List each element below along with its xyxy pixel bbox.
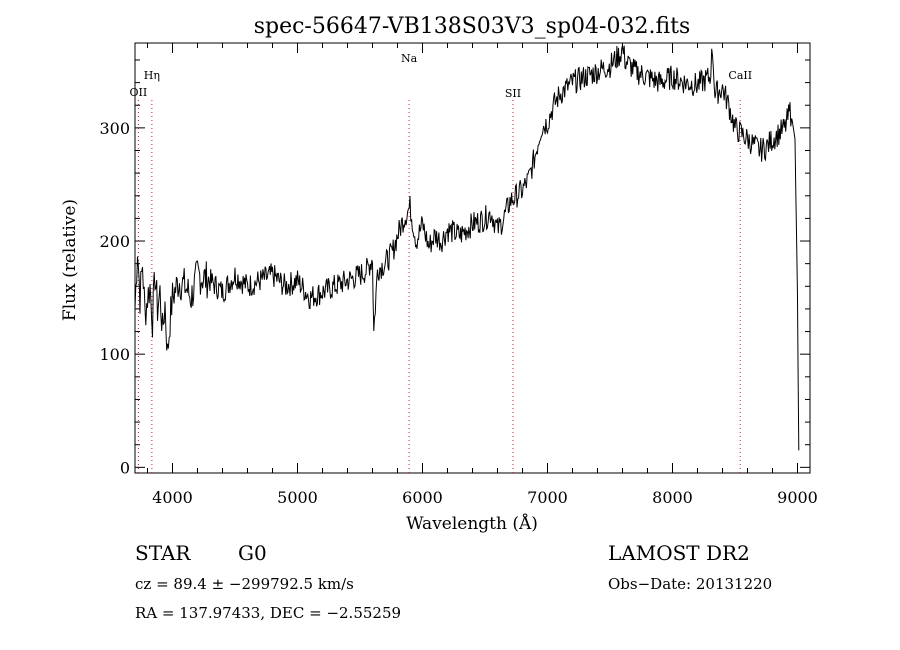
feature-label: CaII <box>728 69 752 82</box>
feature-label: Hη <box>144 69 160 82</box>
chart-title: spec-56647-VB138S03V3_sp04-032.fits <box>254 14 691 39</box>
x-tick-label: 6000 <box>402 488 443 507</box>
obs-date: Obs−Date: 20131220 <box>608 575 773 593</box>
x-tick-label: 5000 <box>277 488 318 507</box>
y-axis-label: Flux (relative) <box>60 199 80 321</box>
object-type: STAR <box>135 541 191 565</box>
y-tick-label: 300 <box>99 119 130 138</box>
y-tick-label: 0 <box>120 458 130 477</box>
y-tick-label: 200 <box>99 232 130 251</box>
feature-label: OII <box>130 86 148 99</box>
x-tick-label: 8000 <box>652 488 693 507</box>
plot-frame <box>134 42 811 474</box>
spectral-subclass: G0 <box>238 541 267 565</box>
x-axis-label: Wavelength (Å) <box>406 513 538 534</box>
plot-area: 4000 5000 6000 7000 8000 9000 0 100 200 300 OII Hη N… <box>99 42 818 507</box>
y-tick-label: 100 <box>99 345 130 364</box>
feature-label: SII <box>505 87 521 100</box>
spectrum-line <box>134 44 800 451</box>
redshift-readout: cz = 89.4 ± −299792.5 km/s <box>135 575 354 593</box>
x-tick-label: 4000 <box>152 488 193 507</box>
x-tick-label: 7000 <box>527 488 568 507</box>
x-tick-label: 9000 <box>777 488 818 507</box>
feature-label: Na <box>401 52 418 65</box>
survey-name: LAMOST DR2 <box>608 541 750 565</box>
ra-dec-readout: RA = 137.97433, DEC = −2.55259 <box>135 604 402 622</box>
